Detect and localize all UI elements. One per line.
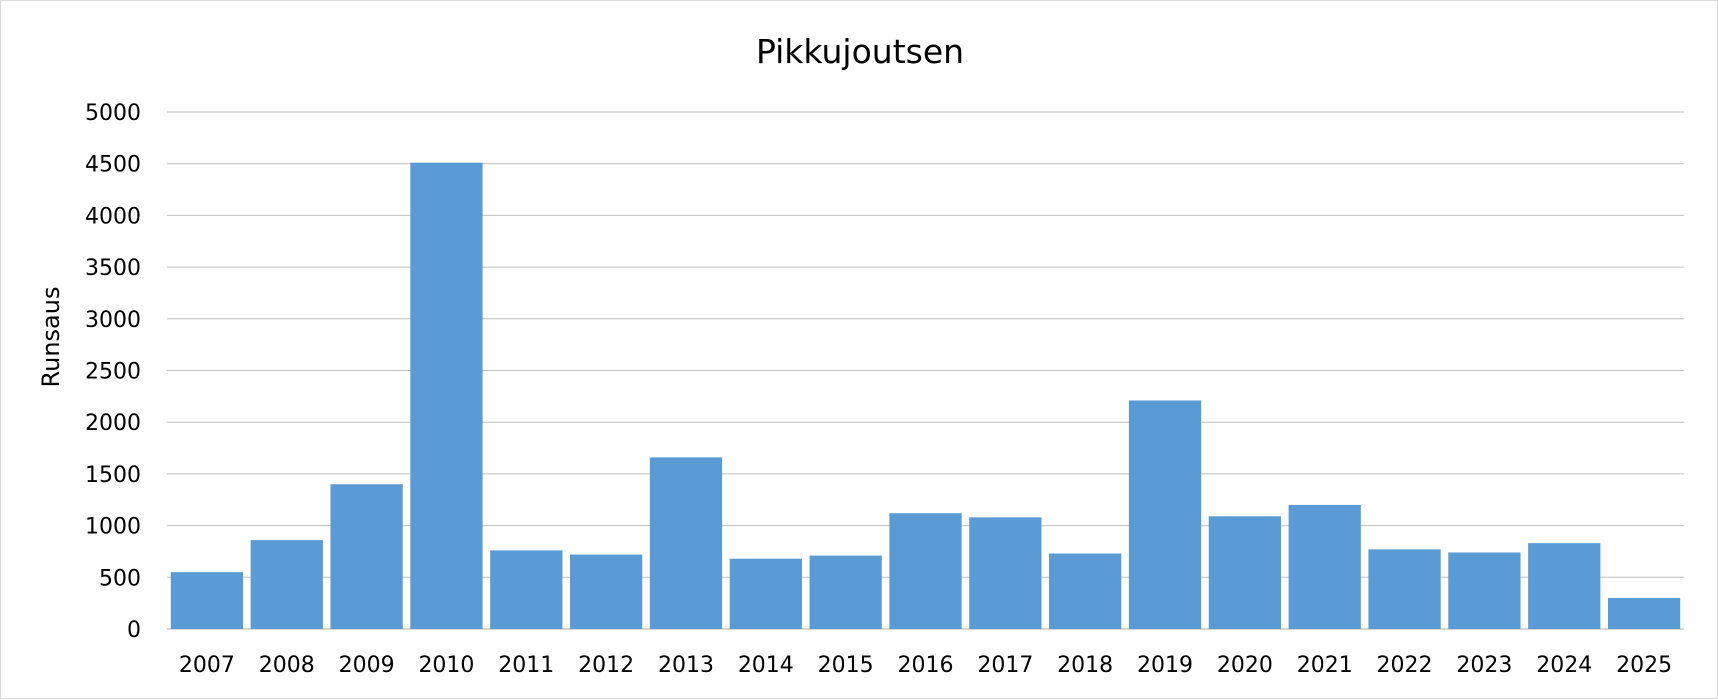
x-tick-label: 2013 xyxy=(658,653,714,678)
x-tick-label: 2011 xyxy=(498,653,554,678)
x-tick-label: 2017 xyxy=(977,653,1033,678)
x-tick-label: 2012 xyxy=(578,653,634,678)
x-tick-label: 2024 xyxy=(1536,653,1592,678)
y-axis-ticks: 0 500 1000 1500 2000 2500 3000 3500 4000 4500 5000 xyxy=(85,101,141,643)
y-tick-label: 500 xyxy=(99,566,141,591)
y-tick-label: 4000 xyxy=(85,204,141,229)
bar-2008 xyxy=(250,540,323,629)
bar-2023 xyxy=(1448,552,1521,629)
y-tick-label: 3500 xyxy=(85,256,141,281)
x-tick-label: 2014 xyxy=(738,653,794,678)
x-tick-label: 2022 xyxy=(1377,653,1433,678)
y-tick-label: 4500 xyxy=(85,153,141,178)
chart-title: Pikkujoutsen xyxy=(756,32,964,71)
x-tick-label: 2023 xyxy=(1456,653,1512,678)
x-tick-label: 2025 xyxy=(1616,653,1672,678)
y-tick-label: 1500 xyxy=(85,463,141,488)
bar-2022 xyxy=(1368,549,1441,629)
bar-2024 xyxy=(1528,543,1601,629)
bar-2007 xyxy=(170,572,244,629)
x-tick-label: 2021 xyxy=(1297,653,1353,678)
bar-2025 xyxy=(1607,597,1681,629)
bar-2010 xyxy=(410,162,483,629)
x-tick-label: 2007 xyxy=(179,653,235,678)
bars xyxy=(170,162,1681,629)
y-axis-label: Runsaus xyxy=(37,287,65,388)
bar-2011 xyxy=(490,550,563,629)
bar-2014 xyxy=(729,558,802,629)
y-tick-label: 2500 xyxy=(85,360,141,385)
bar-2019 xyxy=(1128,400,1202,629)
x-tick-label: 2018 xyxy=(1057,653,1113,678)
bar-2016 xyxy=(889,513,962,629)
bar-2018 xyxy=(1049,553,1122,629)
x-tick-label: 2015 xyxy=(818,653,874,678)
y-tick-label: 0 xyxy=(127,618,141,643)
y-tick-label: 1000 xyxy=(85,515,141,540)
bar-2021 xyxy=(1288,504,1361,629)
y-tick-label: 3000 xyxy=(85,308,141,333)
bar-2013 xyxy=(649,457,723,629)
y-tick-label: 5000 xyxy=(85,101,141,126)
x-tick-label: 2016 xyxy=(898,653,954,678)
bar-2015 xyxy=(809,555,882,629)
bar-2020 xyxy=(1208,516,1281,629)
x-tick-label: 2008 xyxy=(259,653,315,678)
y-tick-label: 2000 xyxy=(85,411,141,436)
x-tick-label: 2019 xyxy=(1137,653,1193,678)
bar-2017 xyxy=(969,517,1042,629)
x-tick-label: 2020 xyxy=(1217,653,1273,678)
bar-2012 xyxy=(570,554,643,629)
x-tick-label: 2009 xyxy=(339,653,395,678)
x-axis-ticks: 2007 2008 2009 2010 2011 2012 2013 2014 2015 2016… xyxy=(179,653,1672,678)
bar-2009 xyxy=(330,484,403,629)
x-tick-label: 2010 xyxy=(418,653,474,678)
